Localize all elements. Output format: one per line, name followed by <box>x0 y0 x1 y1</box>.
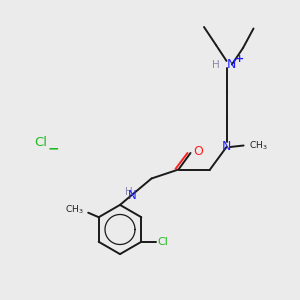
Text: H: H <box>124 187 132 197</box>
Text: CH$_3$: CH$_3$ <box>65 203 84 216</box>
Text: N: N <box>222 140 231 154</box>
Text: Cl: Cl <box>34 136 47 149</box>
Text: +: + <box>235 54 244 64</box>
Text: −: − <box>48 142 59 155</box>
Text: N: N <box>128 189 137 203</box>
Text: N: N <box>227 58 236 71</box>
Text: CH$_3$: CH$_3$ <box>249 139 268 152</box>
Text: Cl: Cl <box>158 237 169 247</box>
Text: O: O <box>193 145 203 158</box>
Text: H: H <box>212 59 220 70</box>
